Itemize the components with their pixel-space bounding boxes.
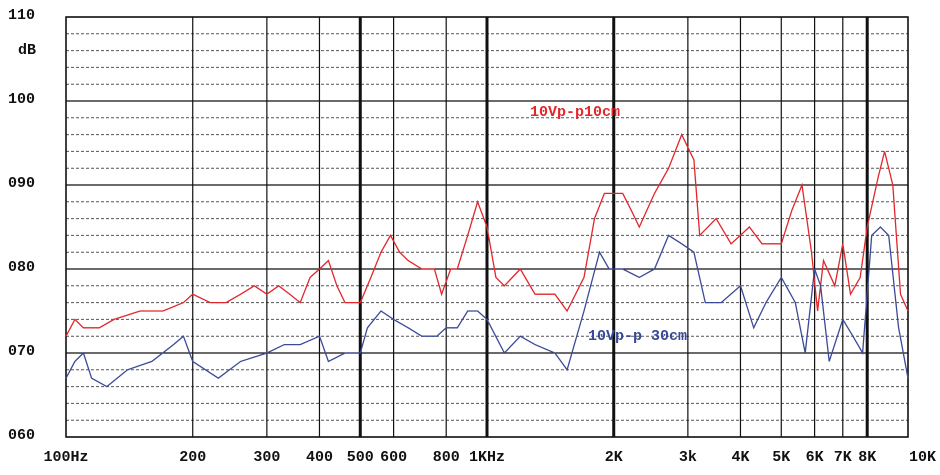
series-label: 10Vp-p10cm (530, 104, 620, 121)
x-tick-label: 8K (858, 449, 876, 466)
series-label: 10Vp-p 30cm (588, 328, 687, 345)
x-tick-label: 4K (731, 449, 749, 466)
x-tick-label: 100Hz (43, 449, 88, 466)
y-tick-label: 110 (8, 7, 35, 24)
y-axis-label: dB (18, 42, 36, 59)
x-tick-label: 400 (306, 449, 333, 466)
y-tick-label: 080 (8, 259, 35, 276)
y-tick-label: 070 (8, 343, 35, 360)
y-tick-label: 100 (8, 91, 35, 108)
x-tick-label: 10K (909, 449, 936, 466)
x-tick-label: 7K (834, 449, 852, 466)
x-tick-label: 600 (380, 449, 407, 466)
plot-border (65, 16, 909, 438)
y-tick-label: 060 (8, 427, 35, 444)
series-line (65, 226, 909, 388)
y-tick-label: 090 (8, 175, 35, 192)
x-tick-label: 200 (179, 449, 206, 466)
x-tick-label: 300 (253, 449, 280, 466)
x-tick-label: 5K (772, 449, 790, 466)
series-line (65, 132, 909, 337)
x-tick-label: 3k (679, 449, 697, 466)
x-tick-label: 6K (806, 449, 824, 466)
x-tick-label: 1KHz (469, 449, 505, 466)
x-tick-label: 500 (347, 449, 374, 466)
x-tick-label: 800 (433, 449, 460, 466)
x-tick-label: 2K (605, 449, 623, 466)
